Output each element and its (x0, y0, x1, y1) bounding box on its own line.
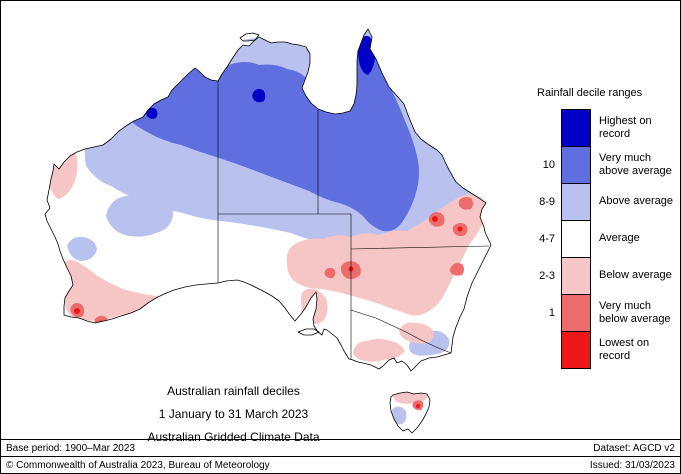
above-average-central-wa (106, 193, 173, 237)
legend-title: Rainfall decile ranges (537, 87, 643, 99)
above-average-west-wa (67, 236, 97, 261)
legend: Rainfall decile ranges Highest on record… (535, 87, 680, 369)
lowest-sw-wa-1 (74, 308, 80, 314)
legend-item-label: Average (599, 232, 640, 245)
highest-kimberley-spot (146, 107, 158, 119)
dataset-text: Dataset: AGCD v2 (593, 442, 675, 454)
legend-row-lowest: Lowest on record (535, 331, 680, 369)
copyright-text: © Commonwealth of Australia 2023, Bureau… (6, 459, 270, 471)
australia-rainfall-map (44, 28, 492, 434)
legend-swatch-very-much-above (561, 146, 591, 184)
legend-swatch-highest (561, 109, 591, 147)
coastline (44, 28, 492, 434)
map-dataset-name: Australian Gridded Climate Data (147, 430, 320, 444)
legend-decile-label: 1 (548, 307, 555, 319)
footer-row-1: Base period: 1900–Mar 2023 Dataset: AGCD… (1, 439, 680, 456)
tasmania-coastline (389, 391, 431, 434)
legend-item-label: Above average (599, 195, 673, 208)
legend-swatch-average (561, 220, 591, 258)
legend-row-average: 4-7 Average (535, 220, 680, 258)
very-much-below-nsw-coast (450, 263, 464, 276)
below-average-west-vic (353, 339, 405, 362)
legend-item-label: Highest on record (599, 114, 652, 140)
map-title-block: Australian rainfall deciles 1 January to… (91, 384, 376, 453)
legend-item-label: Lowest on record (599, 336, 650, 362)
above-average-tasmania (391, 406, 407, 425)
legend-decile-label: 10 (542, 159, 555, 171)
legend-row-very-much-below: 1 Very much below average (535, 294, 680, 332)
legend-row-below: 2-3 Below average (535, 257, 680, 295)
legend-row-very-much-above: 10 Very much above average (535, 146, 680, 184)
melville-island-coastline (239, 32, 260, 42)
base-period-text: Base period: 1900–Mar 2023 (6, 442, 135, 454)
legend-swatch-below (561, 257, 591, 295)
legend-row-above: 8-9 Above average (535, 183, 680, 221)
legend-swatch-very-much-below (561, 294, 591, 332)
legend-item-label: Very much below average (599, 299, 671, 325)
kangaroo-island-coastline (297, 328, 320, 336)
state-border-lines (217, 81, 490, 359)
lowest-sqld-1 (432, 216, 438, 222)
footer-row-2: © Commonwealth of Australia 2023, Bureau… (1, 456, 680, 473)
very-much-below-qld-coast (458, 197, 473, 210)
highest-nt-spot (252, 89, 266, 103)
legend-item-label: Below average (599, 269, 672, 282)
map-period: 1 January to 31 March 2023 (158, 407, 309, 421)
below-average-sw-wa (61, 260, 171, 321)
lowest-tasmania (416, 404, 420, 408)
legend-decile-label: 4-7 (539, 233, 555, 245)
legend-row-highest: Highest on record (535, 109, 680, 147)
legend-decile-label: 8-9 (539, 196, 555, 208)
legend-decile-label: 2-3 (539, 270, 555, 282)
legend-swatch-lowest (561, 331, 591, 369)
mainland-coastline (44, 28, 492, 372)
legend-item-label: Very much above average (599, 151, 672, 177)
below-average-south-nsw (399, 322, 434, 344)
very-much-below-sa-2 (324, 267, 336, 279)
legend-swatch-above (561, 183, 591, 221)
below-average-bight-coast (183, 285, 259, 304)
issued-text: Issued: 31/03/2023 (589, 459, 675, 471)
footer: Base period: 1900–Mar 2023 Dataset: AGCD… (1, 439, 680, 473)
highest-qld-spot (332, 85, 344, 97)
map-title: Australian rainfall deciles (167, 384, 300, 398)
lowest-sqld-2 (457, 226, 463, 232)
state-borders (217, 81, 490, 359)
